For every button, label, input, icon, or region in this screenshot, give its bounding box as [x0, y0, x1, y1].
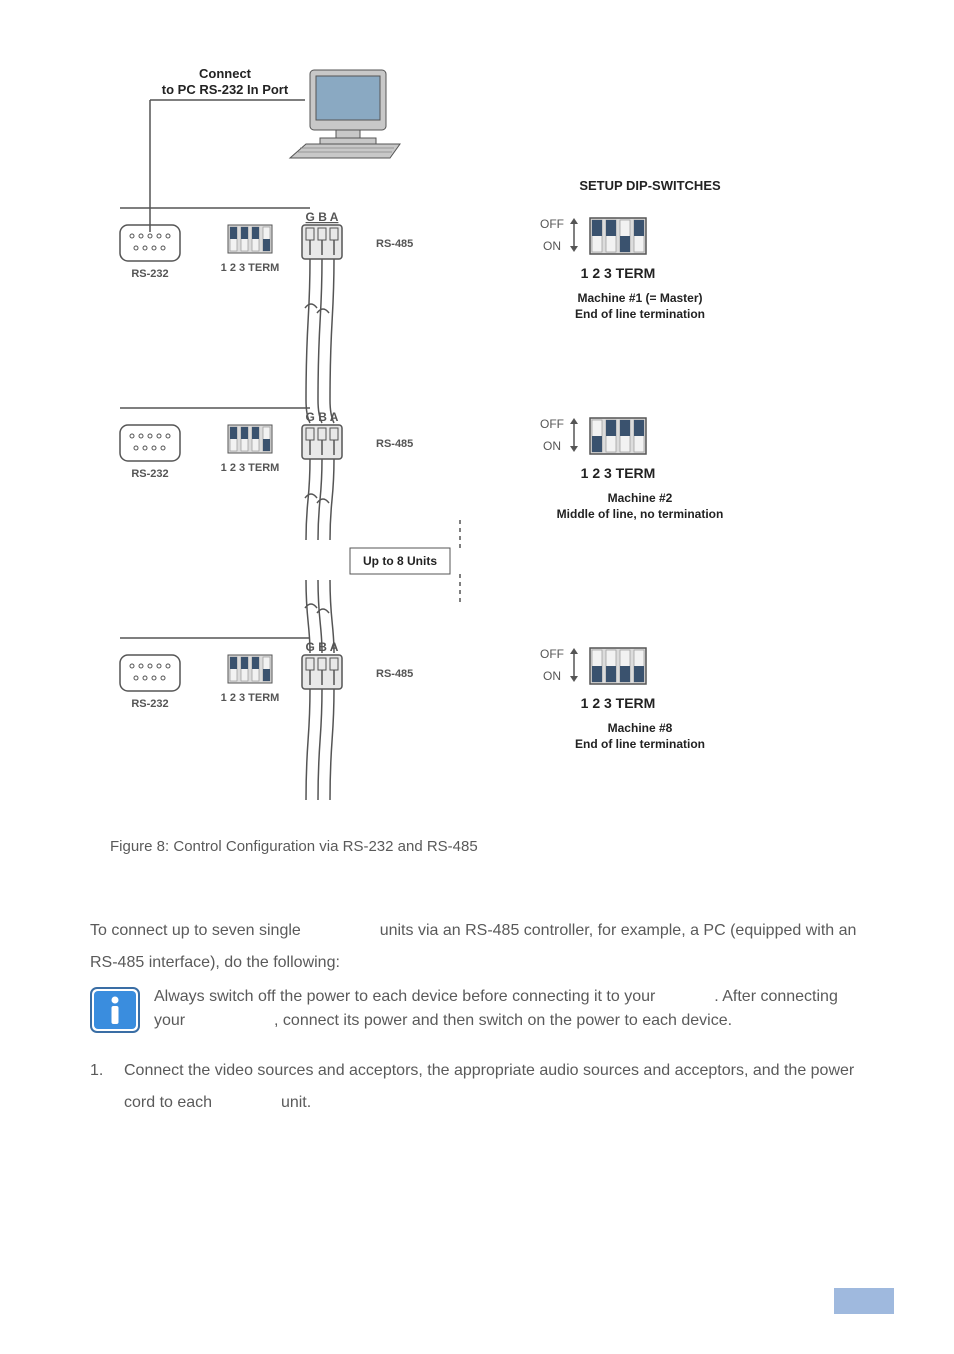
info-line1: Always switch off the power to each devi… — [154, 988, 660, 1005]
upto8-label: Up to 8 Units — [363, 554, 437, 568]
step-1-text: Connect the video sources and acceptors,… — [124, 1055, 864, 1119]
dip-legend-s2: 1 2 3 TERM — [581, 465, 656, 481]
setup-machine-8: OFF ON 1 2 3 TERM Machine #8 End of line… — [540, 647, 705, 751]
page: Connect to PC RS-232 In Port — [0, 0, 954, 1354]
step-1-text-b: unit. — [281, 1094, 311, 1111]
m8-line2: End of line termination — [575, 737, 705, 751]
bus-wires-1-2 — [305, 259, 334, 423]
setup-title: SETUP DIP-SWITCHES — [579, 178, 721, 193]
bus-wires-tail — [306, 689, 334, 800]
figure-caption: Figure 8: Control Configuration via RS-2… — [110, 838, 770, 855]
step-1-num: 1. — [90, 1055, 124, 1119]
on-label-2: ON — [543, 439, 561, 453]
rs232-label-1: RS-232 — [131, 268, 168, 280]
setup-machine-1: OFF ON 1 2 3 TERM Machine #1 (= Master) … — [540, 217, 705, 321]
dip-legend-left-1: 1 2 3 TERM — [221, 262, 280, 274]
off-label-2: OFF — [540, 417, 564, 431]
body-paragraph: To connect up to seven single units via … — [90, 915, 864, 979]
dip-legend-left-2: 1 2 3 TERM — [221, 462, 280, 474]
step-1-text-a: Connect the video sources and acceptors,… — [124, 1062, 854, 1111]
header-line1: Connect — [199, 66, 252, 81]
m1-line1: Machine #1 (= Master) — [577, 291, 702, 305]
info-box: Always switch off the power to each devi… — [90, 985, 864, 1033]
body-part1: To connect up to seven single — [90, 922, 305, 939]
info-text: Always switch off the power to each devi… — [154, 985, 864, 1033]
off-label-1: OFF — [540, 217, 564, 231]
rs485-label-2: RS-485 — [376, 438, 413, 450]
dip-left-3 — [228, 655, 272, 683]
gba-label-3: G B A — [306, 640, 339, 654]
m1-line2: End of line termination — [575, 307, 705, 321]
m8-line1: Machine #8 — [608, 721, 673, 735]
off-label-8: OFF — [540, 647, 564, 661]
rs232-label-2: RS-232 — [131, 468, 168, 480]
page-corner-decoration — [834, 1288, 894, 1314]
rs485-label-1: RS-485 — [376, 238, 413, 250]
dip-setup-1 — [590, 218, 646, 254]
setup-machine-2: OFF ON 1 2 3 TERM Machine #2 Middle of l… — [540, 417, 723, 521]
m2-line1: Machine #2 — [608, 491, 673, 505]
gba-label-1: G B A — [306, 210, 339, 224]
info-line2b: , connect its power and then switch on t… — [274, 1012, 732, 1029]
m2-line2: Middle of line, no termination — [557, 507, 724, 521]
gba-label-2: G B A — [306, 410, 339, 424]
dip-legend-left-3: 1 2 3 TERM — [221, 692, 280, 704]
info-icon — [90, 987, 140, 1033]
step-1: 1. Connect the video sources and accepto… — [90, 1055, 864, 1119]
on-label-8: ON — [543, 669, 561, 683]
header-line2: to PC RS-232 In Port — [162, 82, 289, 97]
wiring-diagram: Connect to PC RS-232 In Port — [110, 60, 770, 830]
bus-wires-2-mid — [305, 459, 334, 540]
rs485-label-3: RS-485 — [376, 668, 413, 680]
dip-legend-s8: 1 2 3 TERM — [581, 695, 656, 711]
pc-icon — [290, 70, 400, 158]
on-label-1: ON — [543, 239, 561, 253]
dip-setup-2 — [590, 418, 646, 454]
dip-setup-8 — [590, 648, 646, 684]
diagram-container: Connect to PC RS-232 In Port — [110, 60, 770, 855]
rs232-label-3: RS-232 — [131, 698, 168, 710]
dip-left-2 — [228, 425, 272, 453]
dip-legend-s1: 1 2 3 TERM — [581, 265, 656, 281]
dip-left-1 — [228, 225, 272, 253]
